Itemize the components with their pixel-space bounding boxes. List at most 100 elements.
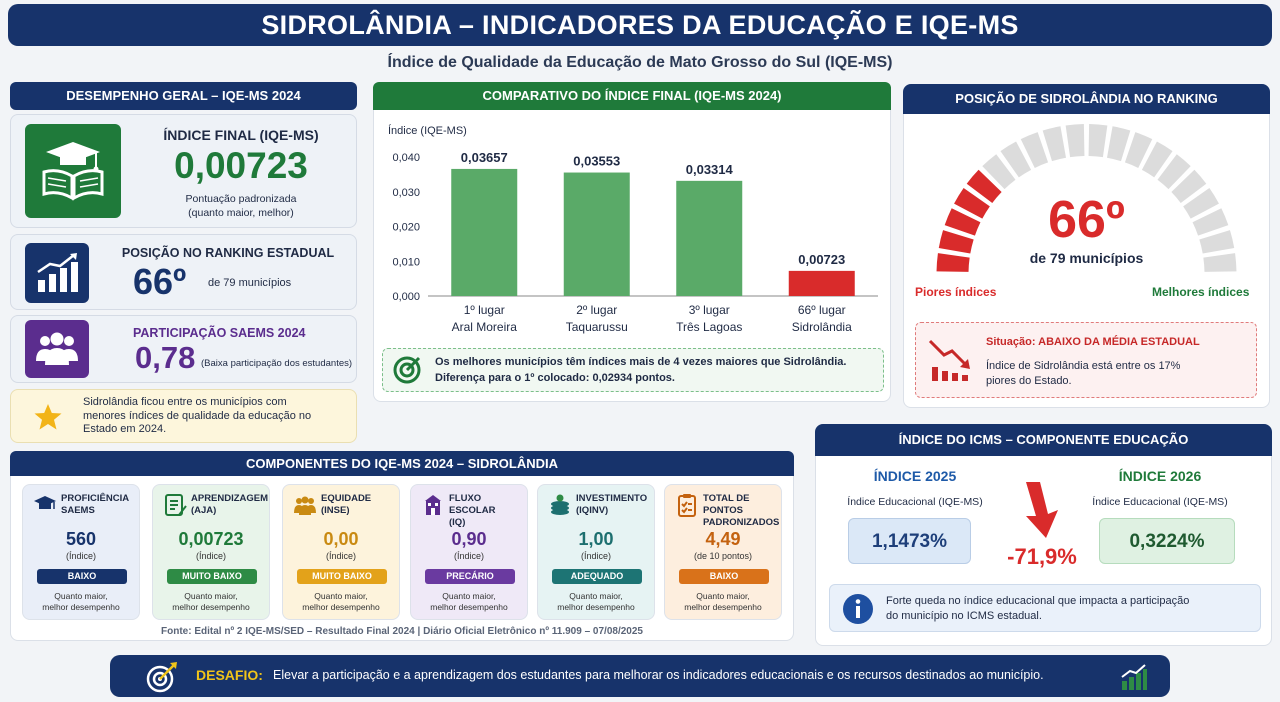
component-sub: (Índice) — [65, 551, 96, 561]
indice-final-note1: Pontuação padronizada — [185, 193, 297, 205]
situacao-value: ABAIXO DA MÉDIA ESTADUAL — [1038, 336, 1200, 348]
y-tick-label: 0,030 — [392, 187, 420, 199]
component-badge: PRECÁRIO — [425, 569, 515, 584]
y-tick-label: 0,020 — [392, 222, 420, 234]
gauge-segment — [1106, 126, 1131, 162]
icms-2026-label: ÍNDICE 2026 — [1118, 468, 1202, 484]
bar — [451, 168, 518, 296]
indice-final-note2: (quanto maior, melhor) — [188, 207, 294, 219]
desafio-bar: DESAFIO: Elevar a participação e a apren… — [110, 655, 1170, 697]
bar — [788, 270, 855, 296]
component-value: 0,90 — [451, 529, 487, 549]
x-tick-name: Taquarussu — [566, 320, 628, 334]
gauge-segment — [1000, 141, 1032, 178]
star-icon — [33, 402, 63, 437]
x-tick-name: Aral Moreira — [452, 320, 518, 334]
gauge-segment — [1183, 187, 1219, 219]
component-title: EQUIDADE (INSE) — [321, 493, 372, 516]
situacao-line-1: Índice de Sidrolândia está entre os 17% — [986, 360, 1181, 372]
participacao-value: 0,78 — [135, 340, 196, 375]
bar-value-label: 0,03657 — [461, 150, 508, 165]
icms-info-line-2: do município no ICMS estadual. — [886, 610, 1042, 622]
sidrolandia-note-card: Sidrolândia ficou entre os municípios co… — [10, 389, 357, 443]
x-tick-name: Sidrolândia — [792, 320, 852, 334]
indice-final-label: ÍNDICE FINAL (IQE-MS) — [163, 127, 319, 143]
component-value: 0,00723 — [178, 529, 244, 549]
component-title: FLUXO ESCOLAR (IQ) — [449, 493, 496, 528]
component-badge: ADEQUADO — [552, 569, 642, 584]
melhores-label: Melhores índices — [1152, 285, 1250, 299]
checklist-icon — [163, 493, 187, 517]
comparativo-note-line-2: Diferença para o 1º colocado: 0,02934 po… — [435, 372, 675, 384]
gauge-segment — [1088, 124, 1108, 158]
comparativo-bar-chart: Índice (IQE-MS) 0,000 0,010 0,020 0,030 0,040… — [388, 124, 878, 334]
component-card: PROFICIÊNCIA SAEMS 560 (Índice) BAIXO Quanto … — [22, 484, 140, 620]
x-tick-name: Três Lagoas — [676, 320, 742, 334]
source-note: Fonte: Edital nº 2 IQE-MS/SED – Resultad… — [161, 626, 643, 637]
ranking-gauge — [936, 124, 1237, 272]
bar-value-label: 0,03314 — [686, 162, 734, 177]
gauge-segment — [1157, 154, 1191, 190]
icms-2025-label: ÍNDICE 2025 — [873, 468, 957, 484]
y-tick-label: 0,040 — [392, 152, 420, 164]
gauge-of-total: de 79 municípios — [1029, 250, 1144, 266]
participacao-card: PARTICIPAÇÃO SAEMS 2024 0,78 (Baixa part… — [10, 315, 357, 383]
ranking-card: POSIÇÃO NO RANKING ESTADUAL 66º de 79 mu… — [10, 234, 357, 310]
component-card: INVESTIMENTO (IQINV) 1,00 (Índice) ADEQUADO Q… — [537, 484, 655, 620]
component-title: PROFICIÊNCIA SAEMS — [61, 493, 130, 516]
situacao-line-2: piores do Estado. — [986, 375, 1072, 387]
gauge-segment — [966, 169, 1002, 203]
component-badge: MUITO BAIXO — [297, 569, 387, 584]
note-line-3: Estado em 2024. — [83, 423, 167, 435]
bar — [676, 180, 743, 296]
gauge-position: 66º — [1048, 191, 1125, 249]
gauge-segment — [1042, 126, 1067, 162]
icms-info-box: Forte queda no índice educacional que im… — [829, 584, 1261, 632]
people-icon — [293, 493, 317, 517]
gauge-segment — [1203, 253, 1237, 272]
ranking-label: POSIÇÃO NO RANKING ESTADUAL — [121, 246, 335, 260]
declining-chart-icon — [928, 337, 974, 388]
note-line-2: menores índices de qualidade da educação… — [83, 409, 312, 422]
component-sub: (Índice) — [580, 551, 611, 561]
bar — [563, 172, 630, 296]
gauge-segment — [982, 154, 1016, 190]
gauge-segment — [1141, 141, 1173, 178]
component-note: Quanto maior, melhor desempenho — [684, 591, 762, 612]
gauge-segment — [944, 208, 981, 236]
people-group-icon — [25, 320, 89, 378]
component-badge: BAIXO — [679, 569, 769, 584]
clipboard-icon — [675, 493, 699, 517]
icms-heading: ÍNDICE DO ICMS – COMPONENTE EDUCAÇÃO — [815, 424, 1272, 456]
component-title: APRENDIZAGEM (AJA) — [191, 493, 269, 516]
component-sub: (Índice) — [325, 551, 356, 561]
x-tick-place: 1º lugar — [464, 303, 505, 317]
component-note: Quanto maior, melhor desempenho — [42, 591, 120, 612]
component-value: 0,00 — [323, 529, 359, 549]
bar-chart-icon — [25, 243, 89, 303]
component-sub: (Índice) — [453, 551, 484, 561]
indice-final-card: ÍNDICE FINAL (IQE-MS) 0,00723 Pontuação … — [10, 114, 357, 228]
situacao-box: Situação: ABAIXO DA MÉDIA ESTADUAL Índic… — [915, 322, 1257, 398]
component-title: INVESTIMENTO (IQINV) — [576, 493, 648, 516]
component-sub: (Índice) — [195, 551, 226, 561]
participacao-note: (Baixa participação dos estudantes) — [201, 358, 353, 369]
note-line-1: Sidrolândia ficou entre os municípios co… — [83, 396, 287, 408]
x-tick-place: 2º lugar — [576, 303, 617, 317]
coins-icon — [548, 493, 572, 517]
desempenho-heading: DESEMPENHO GERAL – IQE-MS 2024 — [10, 82, 357, 110]
desafio-label: DESAFIO: — [196, 667, 263, 683]
gauge-segment — [1199, 230, 1235, 254]
ranking-note: de 79 municípios — [208, 277, 292, 289]
participacao-label: PARTICIPAÇÃO SAEMS 2024 — [133, 326, 306, 340]
component-note: Quanto maior, melhor desempenho — [302, 591, 380, 612]
component-badge: MUITO BAIXO — [167, 569, 257, 584]
component-value: 4,49 — [705, 529, 741, 549]
x-tick-place: 66º lugar — [798, 303, 846, 317]
bar-value-label: 0,03553 — [573, 154, 620, 169]
comparativo-note-box: Os melhores municípios têm índices mais … — [382, 348, 884, 392]
gauge-segment — [938, 230, 974, 254]
page-subtitle: Índice de Qualidade da Educação de Mato … — [387, 54, 893, 71]
component-card: FLUXO ESCOLAR (IQ) 0,90 (Índice) PRECÁRIO Qua… — [410, 484, 528, 620]
situacao-prefix: Situação: — [986, 336, 1039, 348]
